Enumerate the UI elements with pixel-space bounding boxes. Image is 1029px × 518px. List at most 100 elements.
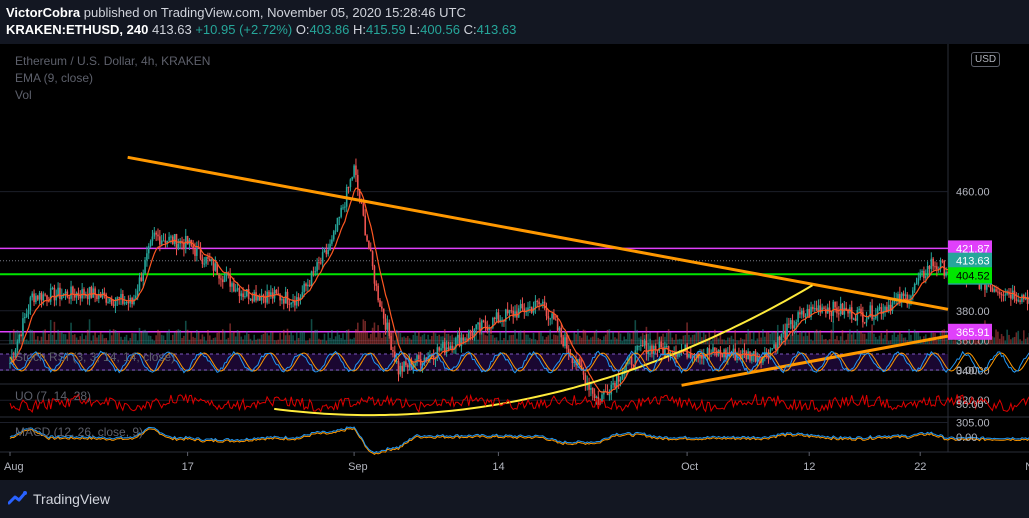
uo-line xyxy=(9,393,1029,414)
volume-bar xyxy=(20,330,22,344)
volume-bar xyxy=(719,333,722,344)
candle-body xyxy=(283,299,285,304)
volume-bar xyxy=(449,335,452,344)
volume-bar xyxy=(332,339,335,344)
volume-bar xyxy=(577,329,579,344)
chart-area[interactable]: 460.00 380.00 360.00 340.00 320.00 305.00 0.00… xyxy=(0,44,1029,480)
volume-bar xyxy=(880,333,883,344)
volume-bar xyxy=(688,334,690,344)
candle-body xyxy=(166,240,169,244)
chart-svg[interactable]: 460.00380.00360.00340.00320.00305.000.00… xyxy=(0,44,1029,480)
candle-body xyxy=(891,302,894,311)
candle-body xyxy=(133,298,135,305)
volume-bar xyxy=(902,337,905,344)
volume-bar xyxy=(98,335,100,344)
candle-body xyxy=(240,293,243,297)
author-name[interactable]: VictorCobra xyxy=(6,5,81,20)
candle-body xyxy=(1000,294,1003,296)
candle-body xyxy=(66,291,69,298)
candle-body xyxy=(447,347,450,350)
candle-body xyxy=(38,292,41,300)
candle-body xyxy=(51,287,54,289)
volume-bar xyxy=(401,337,403,344)
volume-bar xyxy=(220,339,222,344)
volume-bar xyxy=(120,336,122,344)
volume-bar xyxy=(743,339,746,344)
volume-bar xyxy=(192,336,194,344)
candle-body xyxy=(157,234,159,237)
volume-bar xyxy=(616,338,618,344)
tradingview-brand[interactable]: TradingView xyxy=(33,491,111,507)
candle-body xyxy=(377,285,379,301)
candle-body xyxy=(904,294,907,296)
candle-body xyxy=(991,287,994,292)
volume-bar xyxy=(540,331,542,344)
candle-body xyxy=(253,292,255,302)
volume-bar xyxy=(997,331,999,344)
candle-body xyxy=(649,345,651,350)
volume-bar xyxy=(630,338,633,344)
volume-bar xyxy=(368,338,370,344)
candle-body xyxy=(221,279,224,283)
volume-bar xyxy=(654,339,657,344)
price-change: +10.95 (+2.72%) xyxy=(195,22,293,37)
volume-bar xyxy=(758,330,761,344)
candle-body xyxy=(12,356,15,358)
candle-body xyxy=(344,206,346,208)
volume-bar xyxy=(756,338,759,344)
candle-body xyxy=(196,247,198,256)
candle-body xyxy=(386,322,389,330)
candle-body xyxy=(806,308,809,317)
ema-line xyxy=(9,187,1029,394)
volume-bar xyxy=(793,334,796,344)
volume-bar xyxy=(283,329,285,344)
volume-bar xyxy=(601,340,603,344)
volume-bar xyxy=(405,337,407,344)
volume-bar xyxy=(188,339,191,344)
volume-bar xyxy=(107,340,109,344)
volume-bar xyxy=(273,340,276,344)
candle-body xyxy=(244,296,246,298)
volume-bar xyxy=(253,334,255,344)
volume-bar xyxy=(221,329,224,344)
candle-body xyxy=(264,296,267,303)
candle-body xyxy=(887,304,890,312)
volume-bar xyxy=(889,340,892,344)
candle-body xyxy=(610,384,613,395)
high-label: H: xyxy=(352,22,366,37)
volume-bar xyxy=(810,339,812,344)
candle-body xyxy=(850,307,853,319)
candle-body xyxy=(162,240,165,242)
candle-body xyxy=(368,240,370,250)
volume-bar xyxy=(532,333,535,344)
candle-body xyxy=(632,364,635,366)
volume-bar xyxy=(727,337,729,344)
volume-bar xyxy=(882,338,884,344)
volume-bar xyxy=(969,339,971,344)
volume-bar xyxy=(456,335,459,344)
indicator-tick-label: 50.00 xyxy=(956,399,984,411)
volume-bar xyxy=(900,334,903,344)
volume-bar xyxy=(342,333,344,344)
volume-bar xyxy=(813,331,816,344)
volume-bar xyxy=(86,329,89,344)
candle-body xyxy=(273,289,276,299)
volume-bar xyxy=(305,340,307,344)
candle-body xyxy=(1026,296,1029,304)
volume-bar xyxy=(580,337,583,344)
candle-body xyxy=(308,284,311,287)
volume-bar xyxy=(865,338,868,344)
volume-bar xyxy=(691,335,694,344)
candle-body xyxy=(59,287,61,300)
volume-bar xyxy=(379,332,381,344)
candle-body xyxy=(325,250,328,255)
candle-body xyxy=(88,287,91,300)
currency-button[interactable]: USD xyxy=(971,52,1001,67)
volume-bar xyxy=(801,331,803,344)
volume-bar xyxy=(721,339,724,344)
volume-bar xyxy=(802,336,805,344)
volume-bar xyxy=(236,330,239,344)
candle-body xyxy=(62,293,65,296)
volume-bar xyxy=(96,337,98,344)
volume-bar xyxy=(40,336,43,344)
